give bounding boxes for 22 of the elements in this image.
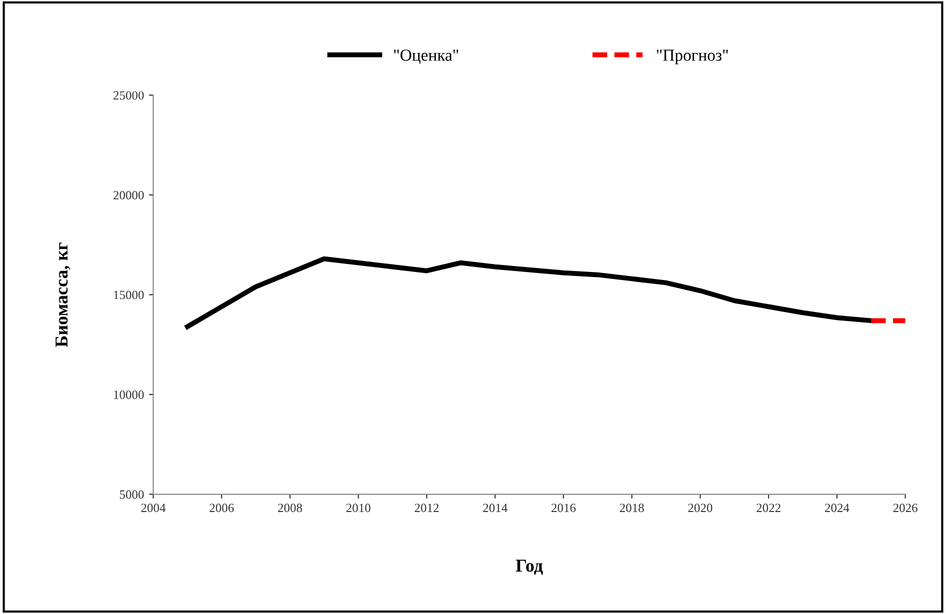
x-tick-label: 2018: [620, 504, 644, 512]
y-tick-label: 10000: [114, 390, 144, 399]
x-tick-label: 2026: [893, 504, 918, 512]
x-tick-label: 2008: [278, 504, 302, 512]
legend-label: "Прогноз": [656, 50, 728, 64]
y-tick-label: 5000: [120, 490, 144, 499]
y-tick-label: 20000: [114, 190, 144, 200]
x-tick-label: 2006: [210, 504, 234, 512]
y-tick-label: 25000: [114, 91, 144, 100]
x-tick-label: 2024: [825, 504, 850, 512]
legend-label: "Оценка": [394, 50, 458, 64]
x-tick-label: 2012: [414, 504, 439, 512]
y-tick-label: 15000: [114, 290, 144, 300]
x-tick-label: 2014: [483, 504, 508, 512]
line-series: [185, 256, 874, 330]
x-axis-title: Год: [516, 560, 543, 575]
x-tick-label: 2016: [552, 504, 576, 512]
x-tick-label: 2022: [756, 504, 780, 512]
x-tick-label: 2004: [141, 504, 166, 512]
x-tick-label: 2010: [346, 504, 370, 512]
y-axis-title: Биомасса, кг: [56, 242, 70, 347]
x-tick-label: 2020: [688, 504, 712, 512]
